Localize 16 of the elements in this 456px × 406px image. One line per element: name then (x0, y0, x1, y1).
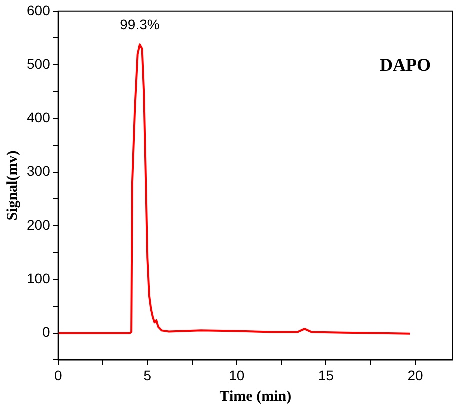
y-tick-label: 200 (27, 216, 51, 233)
annotation: 99.3% (120, 16, 160, 33)
x-tick-label: 10 (229, 367, 245, 384)
x-tick-label: 15 (318, 367, 334, 384)
y-tick-label: 500 (27, 56, 51, 72)
annotation: DAPO (380, 55, 431, 76)
y-tick-label: 100 (27, 270, 51, 287)
y-tick-label: 400 (27, 110, 51, 126)
y-tick-label: 300 (27, 163, 51, 180)
y-tick-label: 600 (27, 2, 51, 18)
x-tick-label: 0 (54, 367, 62, 384)
y-tick-label: 0 (42, 324, 51, 340)
x-tick-label: 20 (408, 367, 424, 384)
y-axis-title: Signal(mv) (4, 150, 21, 221)
x-axis-title: Time (min) (220, 388, 292, 405)
x-tick-label: 5 (144, 367, 152, 384)
